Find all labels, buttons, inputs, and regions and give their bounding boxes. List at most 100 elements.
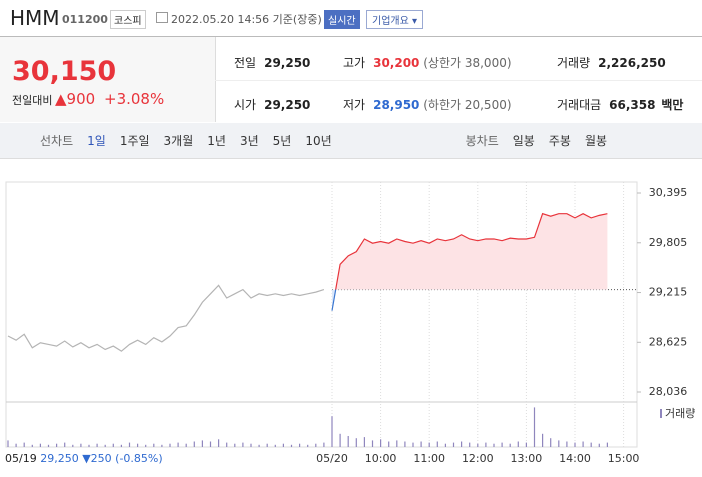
tab-bar: 선차트 1일 1주일 3개월 1년 3년 5년 10년 봉차트 일봉 주봉 월봉 xyxy=(0,123,702,159)
x-tick-label: 13:00 xyxy=(511,452,543,465)
tab[interactable]: 월봉 xyxy=(584,134,608,148)
volume-bar xyxy=(598,443,600,447)
volume-bar xyxy=(282,443,284,447)
stat-value: 66,358 xyxy=(609,98,656,112)
stat: 고가 30,200 (상한가 38,000) xyxy=(343,54,512,71)
stat-value: 30,200 xyxy=(373,56,420,70)
footer: 05/19 29,250 ▼250 (-0.85%) xyxy=(5,452,163,465)
tab[interactable]: 주봉 xyxy=(548,134,571,148)
line xyxy=(7,284,325,352)
volume-bar xyxy=(177,442,179,447)
volume-bar xyxy=(436,441,438,447)
volume-bar xyxy=(404,441,406,447)
volume-bar xyxy=(469,442,471,447)
tab[interactable]: 1주일 xyxy=(119,134,150,148)
volume-bar xyxy=(242,442,244,447)
volume-bar xyxy=(31,444,33,447)
tab[interactable]: 5년 xyxy=(272,134,292,148)
y-tick-label: 29,215 xyxy=(649,286,688,299)
x-tick-label: 05/20 xyxy=(316,452,348,465)
realtime-button[interactable]: 실시간 xyxy=(324,10,360,29)
volume-bar xyxy=(218,439,220,447)
stat-label: 전일 xyxy=(234,56,257,70)
volume-bar xyxy=(266,443,268,447)
market-badge: 코스피 xyxy=(110,10,146,29)
volume-bar xyxy=(104,444,106,447)
stat: 거래대금 66,358 백만 xyxy=(557,96,683,113)
tab[interactable]: 10년 xyxy=(305,134,332,148)
volume-bar xyxy=(444,443,446,447)
line-tabs: 1일 1주일 3개월 1년 3년 5년 10년 xyxy=(87,132,346,149)
x-tick-label: 14:00 xyxy=(559,452,591,465)
stat-value: 28,950 xyxy=(373,98,420,112)
volume-bar xyxy=(590,442,592,447)
volume-bar xyxy=(452,442,455,447)
volume-bar xyxy=(169,443,171,447)
tab[interactable]: 3년 xyxy=(239,134,259,148)
tab[interactable]: 3개월 xyxy=(163,134,194,148)
stat: 시가 29,250 xyxy=(234,96,310,113)
volume-bar xyxy=(307,444,309,447)
volume-bar xyxy=(533,407,536,447)
volume-bar xyxy=(23,442,25,447)
volume-bar xyxy=(72,444,74,447)
stat-value: 29,250 xyxy=(264,56,311,70)
volume-bar xyxy=(388,441,390,447)
volume-bar xyxy=(493,443,495,447)
volume-bar xyxy=(274,444,276,447)
stat-label: 시가 xyxy=(234,98,257,112)
footer-change-value: 250 xyxy=(90,452,112,465)
tab[interactable]: 1일 xyxy=(87,134,106,148)
stock-code: 011200 xyxy=(62,13,108,26)
volume-bar xyxy=(323,442,325,447)
volume-bar xyxy=(428,442,430,447)
stat-unit: 백만 xyxy=(661,98,684,112)
volume-bar xyxy=(112,443,114,447)
company-label: 기업개요 xyxy=(372,16,409,27)
volume-bar xyxy=(15,443,17,447)
volume-bar xyxy=(371,440,374,447)
x-tick-label: 15:00 xyxy=(608,452,640,465)
footer-date: 05/19 xyxy=(5,452,37,465)
volume-bar xyxy=(606,442,608,447)
footer-change: ▼250 (-0.85%) xyxy=(82,452,163,465)
volume-bar xyxy=(477,443,479,447)
footer-change-pct: (-0.85%) xyxy=(115,452,163,465)
change: ▲900 xyxy=(55,90,96,108)
timestamp: 2022.05.20 14:56 기준(장중) xyxy=(171,13,322,26)
volume-bar xyxy=(145,444,147,447)
volume-bar xyxy=(290,444,293,447)
area-up xyxy=(335,213,608,290)
volume-bar xyxy=(128,442,131,447)
y-tick-label: 29,805 xyxy=(649,236,688,249)
change-pct: +3.08% xyxy=(104,90,165,108)
volume-bar xyxy=(226,442,228,447)
tab[interactable]: 1년 xyxy=(207,134,226,148)
tab[interactable]: 일봉 xyxy=(512,134,535,148)
volume-bar xyxy=(566,441,568,447)
volume-bar xyxy=(525,442,527,447)
x-tick-label: 11:00 xyxy=(413,452,445,465)
volume-bar xyxy=(258,444,260,447)
volume-bar xyxy=(201,440,203,447)
tab-group-label: 선차트 xyxy=(40,134,74,148)
volume-bar xyxy=(396,440,398,447)
volume-bar xyxy=(56,443,58,447)
y-tick-label: 28,625 xyxy=(649,335,688,348)
stat: 거래량 2,226,250 xyxy=(557,54,666,71)
volume-bar xyxy=(380,439,382,447)
volume-bar xyxy=(39,443,41,447)
volume-bar xyxy=(209,441,212,447)
volume-bar xyxy=(582,441,584,447)
stat-label: 저가 xyxy=(343,98,366,112)
change-label: 전일대비 xyxy=(12,94,53,107)
volume-bar xyxy=(501,442,503,447)
volume-bar xyxy=(485,442,487,447)
candle-tabs: 일봉 주봉 월봉 xyxy=(513,132,621,149)
volume-bar xyxy=(7,440,9,447)
stat-label: 고가 xyxy=(343,56,366,70)
company-button[interactable]: 기업개요 ▾ xyxy=(366,10,424,29)
stat-value: 29,250 xyxy=(264,98,311,112)
